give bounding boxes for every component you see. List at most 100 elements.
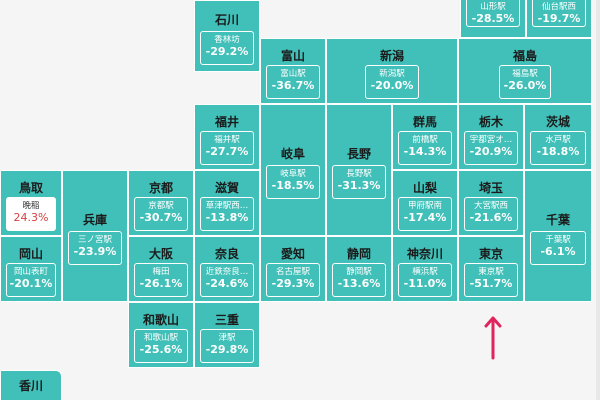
- pref-fukui[interactable]: 福井 福井駅 -27.7%: [194, 104, 260, 170]
- change-value: -26.0%: [503, 79, 547, 92]
- station-card[interactable]: 草津駅西… -13.8%: [200, 197, 254, 231]
- change-value: -21.6%: [469, 211, 513, 224]
- change-value: -30.7%: [139, 211, 183, 224]
- pref-gifu[interactable]: 岐阜 岐阜駅 -18.5%: [260, 104, 326, 236]
- pref-name: 京都: [148, 181, 173, 195]
- station-name: 長野駅: [346, 169, 372, 179]
- station-card[interactable]: 静岡駅 -13.6%: [332, 263, 386, 297]
- pref-yamagata[interactable]: 山形駅 -28.5%: [460, 0, 526, 38]
- pref-shizuoka[interactable]: 静岡 静岡駅 -13.6%: [326, 236, 392, 302]
- pref-wakayama[interactable]: 和歌山 和歌山駅 -25.6%: [128, 302, 194, 368]
- station-card[interactable]: 千葉駅 -6.1%: [530, 231, 586, 265]
- station-card[interactable]: 宇都宮オ… -20.9%: [464, 131, 518, 165]
- change-value: -36.7%: [271, 79, 315, 92]
- pref-tottori[interactable]: 鳥取 晩稲 24.3%: [0, 170, 62, 236]
- pref-miyagi[interactable]: 仙台駅西 -19.7%: [526, 0, 592, 38]
- pref-ibaraki[interactable]: 茨城 水戸駅 -18.8%: [524, 104, 592, 170]
- pref-name: 埼玉: [478, 181, 503, 195]
- change-value: -29.8%: [205, 343, 249, 356]
- station-card[interactable]: 水戸駅 -18.8%: [530, 131, 586, 165]
- pref-fukushima[interactable]: 福島 福島駅 -26.0%: [458, 38, 592, 104]
- pref-ishikawa[interactable]: 石川 香林坊 -29.2%: [194, 0, 260, 72]
- change-value: -18.8%: [536, 145, 580, 158]
- pref-osaka[interactable]: 大阪 梅田 -26.1%: [128, 236, 194, 302]
- pref-name: 三重: [214, 313, 239, 327]
- station-card[interactable]: 岐阜駅 -18.5%: [266, 165, 320, 199]
- pref-aichi[interactable]: 愛知 名古屋駅 -29.3%: [260, 236, 326, 302]
- pref-gunma[interactable]: 群馬 前橋駅 -14.3%: [392, 104, 458, 170]
- station-card[interactable]: 晩稲 24.3%: [6, 197, 56, 231]
- station-card[interactable]: 仙台駅西 -19.7%: [532, 0, 586, 27]
- station-name: 静岡駅: [346, 267, 372, 277]
- station-name: 岡山表町: [13, 267, 48, 277]
- station-card[interactable]: 香林坊 -29.2%: [200, 31, 254, 65]
- pref-hyogo[interactable]: 兵庫 三ノ宮駅 -23.9%: [62, 170, 128, 302]
- station-name: 前橋駅: [412, 135, 438, 145]
- station-name: 香林坊: [214, 35, 240, 45]
- pref-name: 香川: [18, 379, 43, 393]
- station-name: 梅田: [152, 267, 170, 277]
- pref-name: 福井: [214, 115, 239, 129]
- pref-name: 群馬: [412, 115, 437, 129]
- station-card[interactable]: 新潟駅 -20.0%: [365, 65, 419, 99]
- station-name: 名古屋駅: [275, 267, 310, 277]
- change-value: -11.0%: [403, 277, 447, 290]
- station-card[interactable]: 横浜駅 -11.0%: [398, 263, 452, 297]
- change-value: -18.5%: [271, 179, 315, 192]
- pref-name: 静岡: [346, 247, 371, 261]
- station-name: 富山駅: [280, 69, 306, 79]
- station-card[interactable]: 岡山表町 -20.1%: [6, 263, 56, 297]
- pref-name: 岐阜: [280, 147, 305, 161]
- change-value: -20.1%: [9, 277, 53, 290]
- pref-kyoto[interactable]: 京都 京都駅 -30.7%: [128, 170, 194, 236]
- station-name: 津駅: [218, 333, 236, 343]
- pref-okayama[interactable]: 岡山 岡山表町 -20.1%: [0, 236, 62, 302]
- pref-name: 兵庫: [82, 213, 107, 227]
- station-card[interactable]: 福島駅 -26.0%: [499, 65, 551, 99]
- station-card[interactable]: 三ノ宮駅 -23.9%: [68, 231, 122, 265]
- pref-niigata[interactable]: 新潟 新潟駅 -20.0%: [326, 38, 458, 104]
- pref-name: 奈良: [214, 247, 239, 261]
- pref-name: 神奈川: [406, 247, 443, 261]
- pref-tochigi[interactable]: 栃木 宇都宮オ… -20.9%: [458, 104, 524, 170]
- station-card[interactable]: 富山駅 -36.7%: [266, 65, 320, 99]
- change-value: -14.3%: [403, 145, 447, 158]
- station-card[interactable]: 山形駅 -28.5%: [466, 0, 520, 27]
- pref-shiga[interactable]: 滋賀 草津駅西… -13.8%: [194, 170, 260, 236]
- station-card[interactable]: 津駅 -29.8%: [200, 329, 254, 363]
- station-card[interactable]: 大宮駅西 -21.6%: [464, 197, 518, 231]
- pref-saitama[interactable]: 埼玉 大宮駅西 -21.6%: [458, 170, 524, 236]
- pref-mie[interactable]: 三重 津駅 -29.8%: [194, 302, 260, 368]
- station-name: 岐阜駅: [280, 169, 306, 179]
- pref-name: 茨城: [545, 115, 570, 129]
- pref-nara[interactable]: 奈良 近鉄奈良… -24.6%: [194, 236, 260, 302]
- pref-yamanashi[interactable]: 山梨 甲府駅南 -17.4%: [392, 170, 458, 236]
- pref-name: 長野: [346, 147, 371, 161]
- change-value: -17.4%: [403, 211, 447, 224]
- station-name: 福井駅: [214, 135, 240, 145]
- change-value: -29.3%: [271, 277, 315, 290]
- change-value: -26.1%: [139, 277, 183, 290]
- change-value: -20.9%: [469, 145, 513, 158]
- change-value: -6.1%: [540, 245, 576, 258]
- pref-name: 富山: [280, 49, 305, 63]
- station-card[interactable]: 名古屋駅 -29.3%: [266, 263, 320, 297]
- scrollbar[interactable]: [596, 0, 600, 400]
- pref-tokyo[interactable]: 東京 東京駅 -51.7%: [458, 236, 524, 302]
- pref-toyama[interactable]: 富山 富山駅 -36.7%: [260, 38, 326, 104]
- station-card[interactable]: 東京駅 -51.7%: [464, 263, 518, 297]
- station-card[interactable]: 梅田 -26.1%: [134, 263, 188, 297]
- pref-kagawa[interactable]: 香川: [0, 370, 62, 400]
- pref-nagano[interactable]: 長野 長野駅 -31.3%: [326, 104, 392, 236]
- station-card[interactable]: 福井駅 -27.7%: [200, 131, 254, 165]
- station-card[interactable]: 甲府駅南 -17.4%: [398, 197, 452, 231]
- pref-chiba[interactable]: 千葉 千葉駅 -6.1%: [524, 170, 592, 302]
- station-card[interactable]: 前橋駅 -14.3%: [398, 131, 452, 165]
- station-name: 横浜駅: [412, 267, 438, 277]
- station-card[interactable]: 京都駅 -30.7%: [134, 197, 188, 231]
- station-card[interactable]: 近鉄奈良… -24.6%: [200, 263, 254, 297]
- pref-kanagawa[interactable]: 神奈川 横浜駅 -11.0%: [392, 236, 458, 302]
- station-card[interactable]: 長野駅 -31.3%: [332, 165, 386, 199]
- station-card[interactable]: 和歌山駅 -25.6%: [134, 329, 188, 363]
